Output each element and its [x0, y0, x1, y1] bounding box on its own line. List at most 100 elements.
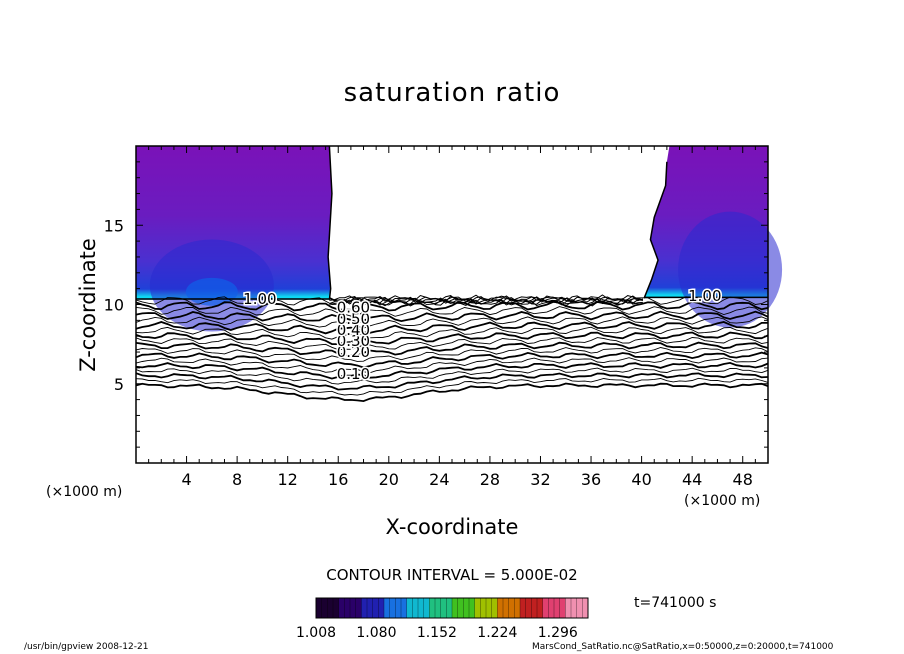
x-tick-label: 32 — [530, 470, 550, 489]
colorbar-cell — [503, 598, 510, 618]
isoline — [135, 337, 769, 351]
colorbar-tick-label: 1.008 — [296, 625, 336, 641]
x-tick-label: 12 — [278, 470, 298, 489]
y-tick-label: 5 — [114, 375, 124, 394]
colorbar-cell — [344, 598, 351, 618]
colorbar-cell — [389, 598, 396, 618]
contour-label: 0.40 — [337, 321, 370, 339]
isoline — [135, 331, 769, 346]
shaded-core-right — [678, 211, 783, 328]
colorbar-cell — [548, 598, 555, 618]
colorbar-cell — [384, 598, 391, 618]
isoline — [135, 316, 769, 329]
colorbar-cell — [480, 598, 487, 618]
colorbar-cell — [418, 598, 425, 618]
time-label: t=741000 s — [634, 595, 717, 611]
colorbar-tick-label: 1.296 — [538, 625, 578, 641]
isoline-cloud-base — [329, 298, 643, 306]
x-tick-label: 44 — [682, 470, 702, 489]
colorbar-cell — [571, 598, 578, 618]
colorbar-cell — [474, 598, 481, 618]
x-tick-label: 40 — [631, 470, 651, 489]
colorbar-cell — [338, 598, 345, 618]
colorbar-cell — [429, 598, 436, 618]
colorbar-cell — [406, 598, 413, 618]
x-axis-label: X-coordinate — [385, 515, 519, 539]
colorbar-cell — [440, 598, 447, 618]
x-tick-label: 4 — [181, 470, 191, 489]
colorbar-cell — [565, 598, 572, 618]
colorbar-frame — [315, 597, 589, 619]
colorbar-cell — [395, 598, 402, 618]
y-tick-label: 15 — [104, 216, 124, 235]
x-tick-label: 36 — [581, 470, 601, 489]
isoline — [135, 351, 769, 369]
contour-label: 0.10 — [337, 365, 370, 383]
isoline — [135, 306, 769, 317]
footer-right: MarsCond_SatRatio.nc@SatRatio,x=0:50000,… — [532, 642, 834, 652]
colorbar-cell — [378, 598, 385, 618]
colorbar-cell — [435, 598, 442, 618]
colorbar-cell — [537, 598, 544, 618]
colorbar-cell — [423, 598, 430, 618]
colorbar-cell — [576, 598, 583, 618]
isoline — [135, 377, 769, 396]
x-tick-label: 20 — [379, 470, 399, 489]
cloud-edge-right — [643, 161, 668, 299]
colorbar-cell — [525, 598, 532, 618]
colorbar-cell — [497, 598, 504, 618]
colorbar-tick-label: 1.224 — [477, 625, 517, 641]
colorbar-cell — [446, 598, 453, 618]
colorbar-cell — [520, 598, 527, 618]
contour-label: 0.30 — [337, 332, 370, 350]
isoline — [135, 357, 769, 374]
colorbar-cell — [412, 598, 419, 618]
colorbar-cell — [463, 598, 470, 618]
colorbar-cell — [457, 598, 464, 618]
colorbar-cell — [542, 598, 549, 618]
isoline — [135, 321, 769, 335]
colorbar-cell — [452, 598, 459, 618]
x-tick-label: 24 — [429, 470, 449, 489]
contour-label: 1.00 — [688, 287, 721, 305]
colorbar-cell — [327, 598, 334, 618]
y-tick-label: 10 — [104, 296, 124, 315]
colorbar-cell — [514, 598, 521, 618]
colorbar-cell — [355, 598, 362, 618]
colorbar-cell — [333, 598, 340, 618]
colorbar-cell — [350, 598, 357, 618]
colorbar-tick-label: 1.152 — [417, 625, 457, 641]
contour-label: 0.60 — [337, 299, 370, 317]
colorbar-cell — [321, 598, 328, 618]
x-tick-label: 8 — [232, 470, 242, 489]
contour-label: 0.50 — [337, 310, 370, 328]
isoline — [135, 361, 769, 380]
chart-title: saturation ratio — [343, 78, 561, 108]
x-unit-label-right: (×1000 m) — [684, 493, 761, 509]
colorbar-cell — [486, 598, 493, 618]
x-tick-label: 28 — [480, 470, 500, 489]
isoline — [135, 300, 769, 312]
colorbar-cell — [401, 598, 408, 618]
colorbar-cell — [361, 598, 368, 618]
colorbar-cell — [491, 598, 498, 618]
isoline — [135, 372, 769, 391]
cloud-edge-left — [327, 145, 333, 300]
isoline — [135, 326, 769, 340]
colorbar-cell — [531, 598, 538, 618]
colorbar-cell — [554, 598, 561, 618]
colorbar-tick-label: 1.080 — [356, 625, 396, 641]
isoline — [135, 382, 769, 403]
colorbar-cell — [582, 598, 589, 618]
isoline — [135, 341, 769, 357]
footer-left: /usr/bin/gpview 2008-12-21 — [24, 642, 149, 652]
x-tick-label: 16 — [328, 470, 348, 489]
x-tick-label: 48 — [733, 470, 753, 489]
contour-label: 0.20 — [337, 343, 370, 361]
y-axis-label: Z-coordinate — [76, 238, 100, 372]
colorbar-cell — [469, 598, 476, 618]
isoline — [135, 367, 769, 385]
colorbar-cell — [316, 598, 323, 618]
